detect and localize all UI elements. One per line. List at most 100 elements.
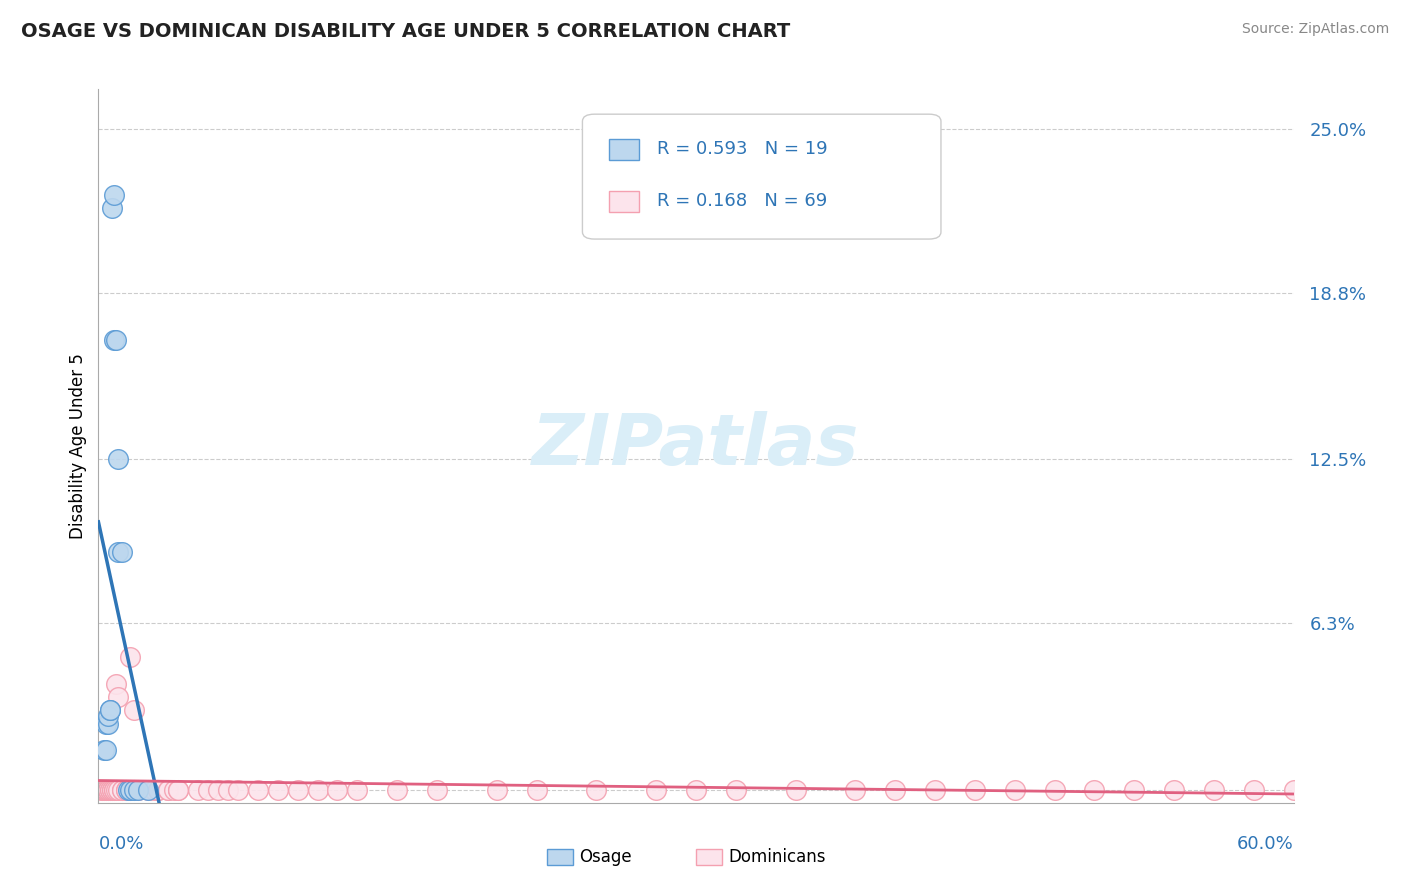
Point bbox=[207, 782, 229, 797]
Point bbox=[107, 545, 129, 559]
Text: R = 0.593   N = 19: R = 0.593 N = 19 bbox=[657, 140, 827, 158]
Point bbox=[485, 782, 508, 797]
Point bbox=[307, 782, 329, 797]
Point bbox=[127, 782, 149, 797]
Point bbox=[167, 782, 190, 797]
Point bbox=[103, 782, 125, 797]
Point bbox=[246, 782, 269, 797]
Point bbox=[97, 782, 120, 797]
Point bbox=[157, 782, 180, 797]
Point bbox=[111, 545, 134, 559]
Point bbox=[105, 782, 128, 797]
Point bbox=[91, 782, 114, 797]
Text: 0.0%: 0.0% bbox=[98, 835, 143, 853]
Point bbox=[120, 650, 142, 665]
Point bbox=[585, 782, 607, 797]
Point bbox=[107, 452, 129, 467]
Point bbox=[127, 782, 149, 797]
FancyBboxPatch shape bbox=[547, 849, 572, 865]
Point bbox=[98, 703, 122, 717]
Point bbox=[526, 782, 548, 797]
Point bbox=[105, 333, 128, 347]
Point bbox=[96, 782, 118, 797]
Text: R = 0.168   N = 69: R = 0.168 N = 69 bbox=[657, 193, 827, 211]
Point bbox=[1163, 782, 1185, 797]
Point bbox=[924, 782, 946, 797]
Point bbox=[157, 782, 180, 797]
Point bbox=[98, 782, 122, 797]
Point bbox=[326, 782, 349, 797]
Point bbox=[93, 782, 115, 797]
Point bbox=[685, 782, 707, 797]
Point bbox=[167, 782, 190, 797]
Point bbox=[217, 782, 239, 797]
FancyBboxPatch shape bbox=[609, 191, 638, 212]
FancyBboxPatch shape bbox=[609, 138, 638, 160]
Point bbox=[96, 716, 118, 731]
Point bbox=[136, 782, 159, 797]
Point bbox=[1123, 782, 1146, 797]
Point bbox=[101, 201, 124, 215]
Point bbox=[101, 782, 124, 797]
Point bbox=[884, 782, 907, 797]
Text: 60.0%: 60.0% bbox=[1237, 835, 1294, 853]
Point bbox=[111, 782, 134, 797]
Point bbox=[124, 782, 146, 797]
Point bbox=[645, 782, 668, 797]
Point bbox=[98, 782, 122, 797]
Point bbox=[98, 703, 122, 717]
Point bbox=[96, 743, 118, 757]
Point bbox=[346, 782, 368, 797]
Point bbox=[1243, 782, 1265, 797]
Point bbox=[120, 782, 142, 797]
Point bbox=[963, 782, 986, 797]
Point bbox=[124, 782, 146, 797]
Text: OSAGE VS DOMINICAN DISABILITY AGE UNDER 5 CORRELATION CHART: OSAGE VS DOMINICAN DISABILITY AGE UNDER … bbox=[21, 22, 790, 41]
Point bbox=[96, 782, 118, 797]
Point bbox=[115, 782, 138, 797]
Y-axis label: Disability Age Under 5: Disability Age Under 5 bbox=[69, 353, 87, 539]
Point bbox=[115, 782, 138, 797]
Point bbox=[107, 782, 129, 797]
Point bbox=[105, 677, 128, 691]
Point bbox=[103, 782, 125, 797]
Point bbox=[93, 743, 115, 757]
Point bbox=[93, 782, 115, 797]
Point bbox=[97, 782, 120, 797]
Point bbox=[267, 782, 290, 797]
Point bbox=[385, 782, 409, 797]
Point bbox=[426, 782, 449, 797]
Point bbox=[148, 782, 170, 797]
Point bbox=[97, 708, 120, 723]
Point bbox=[148, 782, 170, 797]
Point bbox=[107, 690, 129, 704]
Point bbox=[226, 782, 249, 797]
Point bbox=[124, 703, 146, 717]
Point bbox=[1004, 782, 1026, 797]
Point bbox=[1083, 782, 1105, 797]
Point bbox=[136, 782, 159, 797]
Point bbox=[120, 782, 142, 797]
Point bbox=[287, 782, 309, 797]
Point bbox=[724, 782, 747, 797]
Point bbox=[103, 188, 125, 202]
Point bbox=[844, 782, 866, 797]
Point bbox=[97, 716, 120, 731]
Text: Dominicans: Dominicans bbox=[728, 848, 825, 866]
Point bbox=[1282, 782, 1305, 797]
Point bbox=[111, 782, 134, 797]
Point bbox=[117, 782, 139, 797]
FancyBboxPatch shape bbox=[696, 849, 723, 865]
FancyBboxPatch shape bbox=[582, 114, 941, 239]
Point bbox=[101, 782, 124, 797]
Text: ZIPatlas: ZIPatlas bbox=[533, 411, 859, 481]
Text: Source: ZipAtlas.com: Source: ZipAtlas.com bbox=[1241, 22, 1389, 37]
Point bbox=[103, 333, 125, 347]
Point bbox=[1043, 782, 1066, 797]
Text: Osage: Osage bbox=[579, 848, 631, 866]
Point bbox=[97, 782, 120, 797]
Point bbox=[91, 782, 114, 797]
Point bbox=[187, 782, 209, 797]
Point bbox=[143, 782, 166, 797]
Point bbox=[197, 782, 219, 797]
